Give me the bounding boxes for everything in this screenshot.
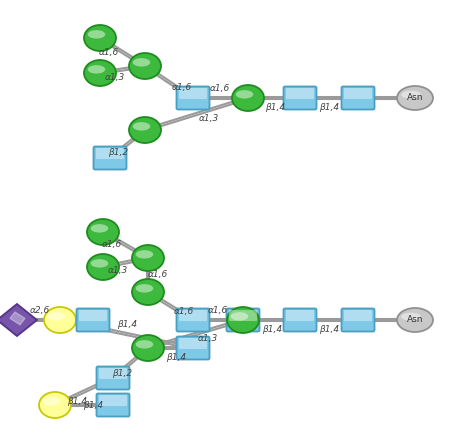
Ellipse shape [84, 60, 116, 86]
Text: β1,4: β1,4 [262, 326, 282, 334]
FancyBboxPatch shape [76, 309, 109, 332]
Ellipse shape [87, 254, 119, 280]
FancyBboxPatch shape [284, 87, 316, 110]
Ellipse shape [132, 335, 164, 361]
Ellipse shape [87, 219, 119, 245]
FancyBboxPatch shape [344, 88, 372, 99]
FancyBboxPatch shape [176, 336, 210, 360]
Text: β1,4: β1,4 [117, 319, 137, 329]
FancyBboxPatch shape [342, 87, 374, 110]
Text: β1,2: β1,2 [108, 148, 129, 157]
Ellipse shape [44, 307, 76, 333]
Ellipse shape [129, 117, 161, 143]
Ellipse shape [136, 250, 153, 259]
FancyBboxPatch shape [96, 367, 130, 389]
FancyBboxPatch shape [176, 87, 210, 110]
Ellipse shape [133, 58, 150, 66]
Text: α1,6: α1,6 [207, 305, 228, 315]
Text: α1,3: α1,3 [198, 114, 219, 124]
Text: α2,6: α2,6 [30, 305, 50, 315]
FancyBboxPatch shape [96, 148, 124, 159]
FancyBboxPatch shape [94, 146, 126, 170]
Text: α1,3: α1,3 [108, 266, 128, 275]
Ellipse shape [132, 279, 164, 305]
FancyBboxPatch shape [344, 310, 372, 321]
FancyBboxPatch shape [99, 368, 127, 379]
Ellipse shape [136, 284, 153, 293]
FancyBboxPatch shape [99, 395, 127, 406]
Polygon shape [10, 312, 25, 325]
Polygon shape [0, 304, 37, 336]
Text: Asn: Asn [407, 316, 423, 325]
Ellipse shape [231, 312, 248, 321]
Ellipse shape [227, 307, 259, 333]
Text: α1,6: α1,6 [173, 307, 194, 316]
Text: Asn: Asn [407, 94, 423, 103]
FancyBboxPatch shape [286, 88, 314, 99]
FancyBboxPatch shape [284, 309, 316, 332]
Text: β1,4: β1,4 [319, 104, 339, 112]
Ellipse shape [136, 340, 153, 349]
Ellipse shape [88, 65, 105, 73]
Text: α1,3: α1,3 [198, 334, 218, 343]
Ellipse shape [48, 312, 65, 321]
Ellipse shape [91, 224, 108, 232]
Ellipse shape [232, 85, 264, 111]
Ellipse shape [397, 86, 433, 110]
FancyBboxPatch shape [176, 309, 210, 332]
Ellipse shape [129, 53, 161, 79]
Text: β1,4: β1,4 [166, 354, 186, 363]
FancyBboxPatch shape [226, 309, 260, 332]
Text: α1,6: α1,6 [148, 271, 168, 280]
Text: β1,4: β1,4 [67, 397, 87, 406]
Ellipse shape [88, 30, 105, 38]
Text: α1,6: α1,6 [101, 240, 122, 250]
Ellipse shape [401, 91, 421, 98]
Ellipse shape [133, 122, 150, 131]
Ellipse shape [132, 245, 164, 271]
Ellipse shape [397, 308, 433, 332]
Ellipse shape [401, 313, 421, 321]
Ellipse shape [236, 90, 253, 99]
Text: α1,3: α1,3 [104, 73, 125, 82]
FancyBboxPatch shape [342, 309, 374, 332]
Ellipse shape [91, 259, 108, 267]
FancyBboxPatch shape [286, 310, 314, 321]
Text: α1,6: α1,6 [210, 83, 230, 93]
FancyBboxPatch shape [229, 310, 257, 321]
FancyBboxPatch shape [179, 310, 207, 321]
Ellipse shape [39, 392, 71, 418]
Text: α1,6: α1,6 [172, 83, 192, 92]
Text: β1,2: β1,2 [112, 369, 132, 378]
Text: β1,4: β1,4 [82, 400, 103, 409]
FancyBboxPatch shape [79, 310, 107, 321]
FancyBboxPatch shape [96, 393, 130, 416]
Text: α1,6: α1,6 [99, 48, 119, 56]
Ellipse shape [84, 25, 116, 51]
Text: β1,4: β1,4 [265, 104, 285, 112]
FancyBboxPatch shape [179, 88, 207, 99]
Text: β1,4: β1,4 [319, 326, 339, 334]
FancyBboxPatch shape [179, 338, 207, 349]
Ellipse shape [43, 397, 60, 406]
